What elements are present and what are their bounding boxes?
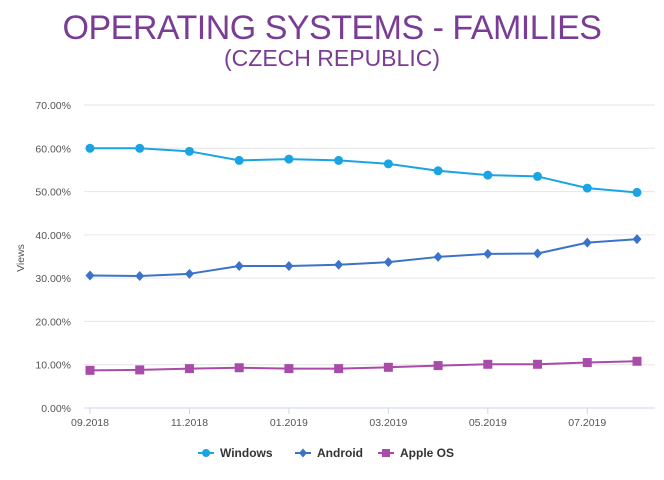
legend-item-windows: Windows: [220, 446, 273, 460]
data-point-windows: [284, 154, 294, 164]
y-axis-label: Views: [15, 244, 27, 272]
data-point-apple-os: [184, 364, 194, 374]
data-point-windows: [334, 155, 344, 165]
legend-marker-android: [299, 448, 307, 458]
x-tick-label: 09.2018: [71, 417, 109, 429]
data-point-android: [533, 248, 543, 259]
data-point-apple-os: [234, 363, 244, 373]
data-point-apple-os: [483, 359, 493, 369]
data-point-android: [284, 261, 294, 272]
data-point-apple-os: [632, 356, 642, 366]
chart-subtitle: (CZECH REPUBLIC): [224, 45, 440, 71]
x-tick-label: 07.2019: [568, 417, 606, 429]
data-point-android: [383, 257, 393, 268]
y-tick-label: 50.00%: [35, 187, 71, 199]
data-point-apple-os: [284, 364, 294, 374]
data-point-windows: [135, 143, 145, 153]
data-point-apple-os: [383, 362, 393, 372]
data-point-android: [135, 270, 145, 281]
legend-marker-windows: [202, 449, 210, 457]
y-tick-label: 30.00%: [35, 273, 71, 285]
data-point-android: [184, 268, 194, 279]
data-point-windows: [234, 155, 244, 165]
data-point-android: [433, 251, 443, 262]
y-tick-label: 10.00%: [35, 360, 71, 372]
x-tick-label: 11.2018: [171, 417, 208, 429]
data-point-windows: [483, 170, 493, 180]
data-point-windows: [383, 159, 393, 169]
data-point-apple-os: [85, 365, 95, 375]
chart-title: OPERATING SYSTEMS - FAMILIES: [62, 9, 602, 47]
y-tick-label: 0.00%: [41, 403, 71, 415]
data-point-android: [334, 259, 344, 270]
data-point-windows: [632, 187, 642, 197]
data-point-apple-os: [533, 359, 543, 369]
data-point-windows: [433, 166, 443, 176]
x-tick-label: 01.2019: [270, 417, 308, 429]
data-point-apple-os: [334, 364, 344, 374]
data-point-android: [632, 234, 642, 245]
data-point-windows: [582, 183, 592, 193]
data-point-android: [234, 261, 244, 272]
series-line-android: [89, 238, 638, 277]
y-tick-label: 70.00%: [35, 100, 71, 112]
y-tick-label: 60.00%: [35, 143, 71, 155]
data-point-apple-os: [135, 365, 145, 375]
series-line-apple-os: [89, 360, 638, 372]
series-line-windows: [90, 147, 638, 194]
data-point-windows: [533, 171, 543, 181]
data-point-android: [582, 237, 592, 248]
data-point-android: [85, 270, 95, 281]
data-point-apple-os: [582, 358, 592, 368]
x-tick-label: 05.2019: [469, 417, 507, 429]
data-point-windows: [85, 143, 95, 153]
x-tick-label: 03.2019: [369, 417, 407, 429]
y-tick-label: 40.00%: [35, 230, 71, 242]
legend-item-android: Android: [317, 446, 363, 460]
legend-marker-apple-os: [382, 449, 390, 457]
data-point-windows: [184, 146, 194, 156]
legend-item-apple-os: Apple OS: [400, 446, 454, 460]
data-point-android: [483, 248, 493, 259]
y-tick-label: 20.00%: [35, 316, 71, 328]
data-point-apple-os: [433, 361, 443, 371]
